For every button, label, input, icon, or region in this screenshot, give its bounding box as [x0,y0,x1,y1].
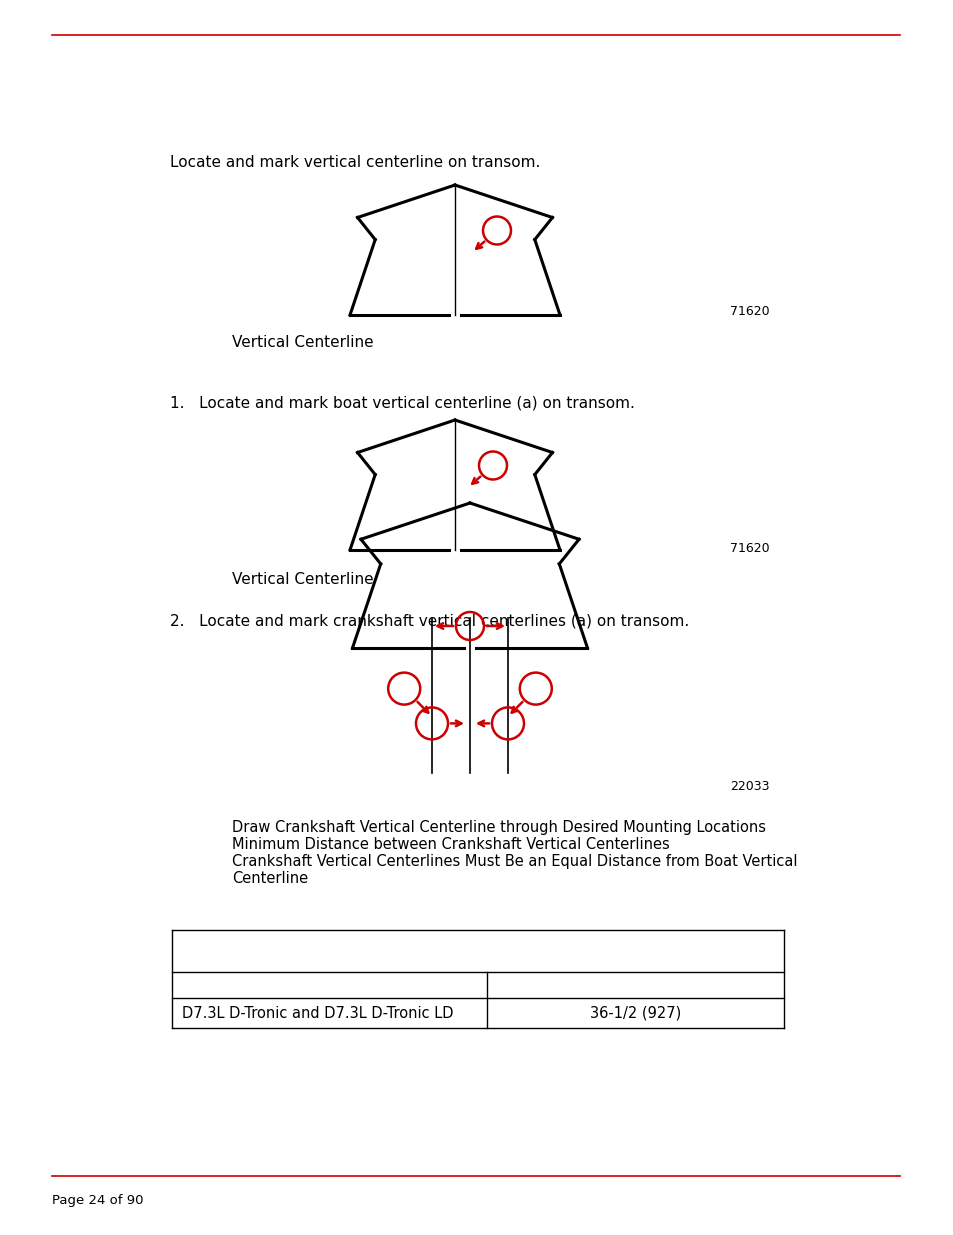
Text: Minimum Distance between Crankshaft Vertical Centerlines: Minimum Distance between Crankshaft Vert… [232,837,669,852]
Text: D7.3L D-Tronic and D7.3L D-Tronic LD: D7.3L D-Tronic and D7.3L D-Tronic LD [182,1005,453,1020]
Text: Locate and mark vertical centerline on transom.: Locate and mark vertical centerline on t… [170,156,539,170]
Text: 36-1/2 (927): 36-1/2 (927) [589,1005,680,1020]
Text: Crankshaft Vertical Centerlines Must Be an Equal Distance from Boat Vertical: Crankshaft Vertical Centerlines Must Be … [232,853,797,869]
Text: 71620: 71620 [729,305,769,317]
Text: Vertical Centerline: Vertical Centerline [232,572,374,587]
Text: Centerline: Centerline [232,871,308,885]
Text: Draw Crankshaft Vertical Centerline through Desired Mounting Locations: Draw Crankshaft Vertical Centerline thro… [232,820,765,835]
Text: 22033: 22033 [729,781,769,793]
Text: Page 24 of 90: Page 24 of 90 [52,1194,143,1207]
Text: 2.   Locate and mark crankshaft vertical centerlines (a) on transom.: 2. Locate and mark crankshaft vertical c… [170,613,688,629]
Text: 71620: 71620 [729,542,769,555]
Text: 1.   Locate and mark boat vertical centerline (a) on transom.: 1. Locate and mark boat vertical centerl… [170,395,634,410]
Text: Vertical Centerline: Vertical Centerline [232,335,374,350]
